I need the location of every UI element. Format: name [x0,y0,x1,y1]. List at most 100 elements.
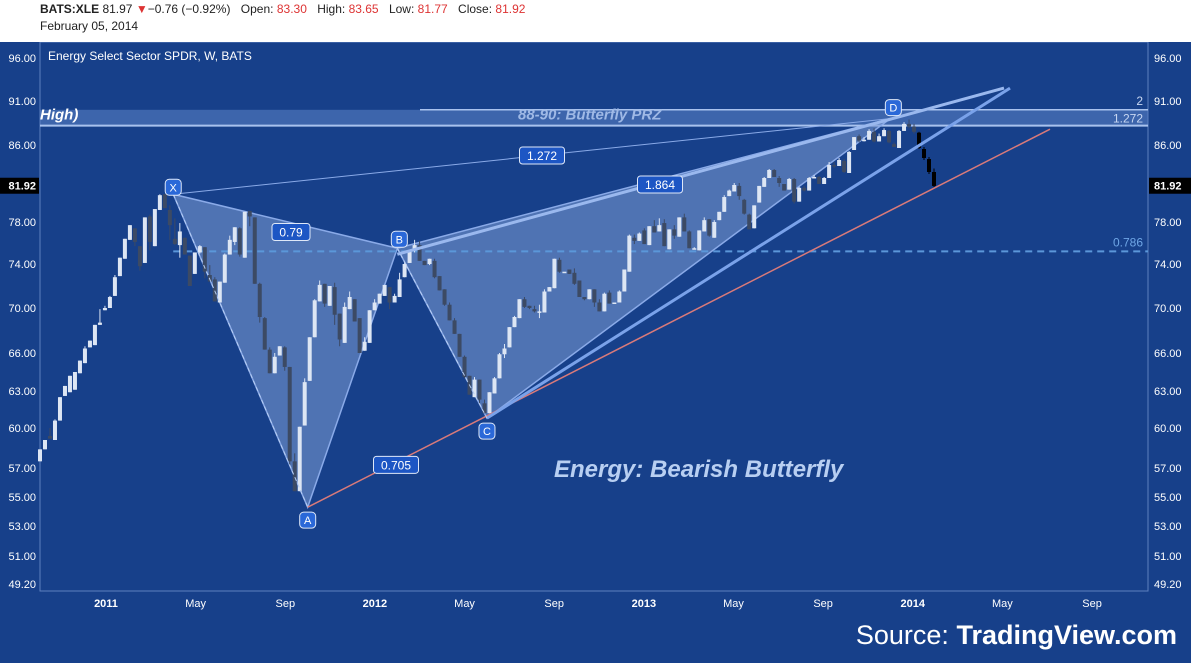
candle-body [902,123,907,131]
candle-body [452,320,457,334]
pattern-annotation-title: Energy: Bearish Butterfly [554,456,845,483]
candle-body [597,302,602,312]
prz-partial-label: High) [40,106,78,123]
high-label: High: [317,2,346,16]
candle-body [847,152,852,173]
y-tick-left: 86.00 [8,140,36,152]
last-price-left: 81.92 [8,181,36,193]
candle-body [872,131,877,142]
candle-body [377,293,382,304]
candle-body [197,246,202,253]
y-tick-right: 53.00 [1154,521,1182,533]
candle-body [352,299,357,322]
candle-body [682,217,687,232]
candle-body [97,322,102,325]
price-summary: BATS:XLE 81.97 ▼−0.76 (−0.92%) Open: 83.… [40,2,525,16]
last-price: 81.97 [102,2,133,16]
candle-body [712,222,717,238]
point-d: D [889,103,897,115]
candle-body [372,302,377,311]
y-tick-right: 86.00 [1154,140,1182,152]
candle-body [572,272,577,284]
candle-body [397,279,402,297]
candle-body [587,289,592,300]
candle-body [647,226,652,246]
last-price-box-left [0,177,39,194]
candles [38,119,936,492]
y-tick-right: 70.00 [1154,303,1182,315]
x-tick: 2014 [901,598,926,610]
candle-body [747,214,752,230]
candle-body [337,313,342,340]
candle-body [82,348,87,364]
candle-body [297,426,302,492]
candle-body [717,211,722,221]
candle-body [797,187,802,202]
candle-body [527,305,532,308]
candle-body [427,258,432,264]
ratio-1272: 1.272 [527,149,557,163]
candle-body [217,281,222,303]
candle-body [42,440,47,450]
candle-body [77,360,82,374]
level-2-label: 2 [1136,94,1143,108]
y-tick-right: 49.20 [1154,579,1182,591]
candle-body [367,310,372,343]
candle-body [632,237,637,241]
trend-lines [172,86,1051,508]
chart-background [0,42,1191,663]
candle-body [137,246,142,267]
y-tick-right: 60.00 [1154,423,1182,435]
candle-body [402,264,407,278]
x-tick: May [992,598,1013,610]
candle-body [312,300,317,338]
ratio-0705: 0.705 [381,458,411,472]
candle-body [112,277,117,296]
candle-body [837,160,842,166]
point-d-marker [884,99,902,117]
candle-body [617,291,622,303]
candle-body [877,136,882,142]
candle-body [507,327,512,348]
candle-body [567,269,572,274]
y-tick-right: 74.00 [1154,259,1182,271]
candle-body [342,306,347,343]
candle-body [182,237,187,255]
x-tick: 2011 [94,598,118,610]
candle-body [307,337,312,381]
y-tick-left: 66.00 [8,348,36,360]
ratio-079-box [271,223,311,241]
last-price-right: 81.92 [1154,181,1182,193]
x-tick: Sep [813,598,833,610]
point-a: A [304,515,312,527]
candle-body [882,130,887,137]
candle-body [557,259,562,272]
candle-body [412,245,417,251]
candle-body [272,356,277,374]
high-value: 83.65 [348,2,379,16]
point-x-marker [164,178,182,196]
candle-body [692,248,697,250]
candle-body [612,302,617,304]
channel-line-lower [486,86,1011,420]
plot-area[interactable] [39,41,1149,592]
candle-body [762,178,767,187]
y-tick-left: 74.00 [8,259,36,271]
candle-body [102,308,107,311]
symbol-header: BATS:XLE 81.97 ▼−0.76 (−0.92%) Open: 83.… [0,0,1191,42]
candle-body [517,299,522,319]
candle-body [737,185,742,197]
candle-body [922,149,927,158]
candle-body [92,324,97,346]
candle-body [357,318,362,353]
candle-body [252,217,257,284]
candle-body [232,227,237,242]
candle-body [162,194,167,209]
candle-body [482,403,487,414]
candle-body [262,318,267,350]
ratio-1272-box [519,146,565,165]
candle-body [382,284,387,296]
candle-body [277,346,282,356]
candle-body [462,356,467,378]
candle-body [67,375,72,393]
